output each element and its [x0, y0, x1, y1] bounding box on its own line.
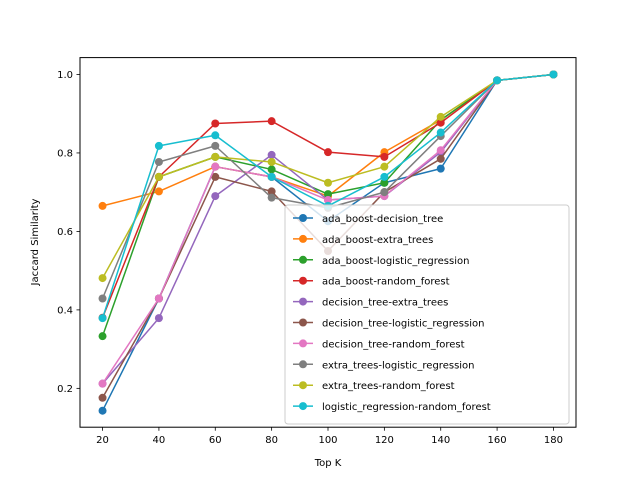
legend-label: decision_tree-extra_trees	[322, 298, 448, 309]
x-tick-label: 40	[153, 435, 166, 446]
data-point	[380, 162, 389, 171]
x-tick-label: 140	[431, 435, 450, 446]
x-tick-label: 160	[488, 435, 507, 446]
data-point	[380, 172, 389, 181]
legend-item: decision_tree-random_forest	[293, 339, 465, 350]
legend-label: ada_boost-decision_tree	[322, 214, 443, 225]
data-point	[267, 150, 276, 159]
data-point	[211, 172, 220, 181]
y-tick-label: 1.0	[57, 70, 73, 81]
data-point	[436, 118, 445, 127]
legend-marker	[299, 234, 307, 243]
legend-item: decision_tree-logistic_regression	[293, 318, 484, 330]
data-point	[380, 178, 389, 187]
data-point	[436, 128, 445, 137]
legend-label: logistic_regression-random_forest	[322, 402, 491, 413]
data-point	[267, 187, 276, 196]
data-point	[154, 141, 163, 150]
y-tick-label: 0.6	[57, 227, 73, 238]
legend-marker	[299, 318, 307, 327]
data-point	[98, 294, 107, 303]
legend-label: decision_tree-logistic_regression	[322, 319, 484, 330]
legend-marker	[299, 214, 307, 222]
data-point	[324, 178, 332, 187]
series-layer	[98, 70, 558, 415]
legend-label: extra_trees-logistic_regression	[322, 360, 475, 371]
legend-marker	[299, 255, 307, 264]
data-point	[211, 192, 220, 201]
legend-marker	[299, 360, 307, 369]
legend-item: extra_trees-logistic_regression	[293, 360, 475, 371]
data-point	[493, 76, 502, 85]
legend-item: extra_trees-random_forest	[293, 381, 455, 392]
data-point	[154, 172, 163, 181]
legend-item: ada_boost-extra_trees	[293, 234, 433, 246]
data-point	[98, 274, 107, 283]
y-tick-label: 0.8	[57, 148, 73, 159]
x-axis: 20 40 60 80 100 120 140 160 180	[96, 427, 563, 446]
data-point	[98, 393, 107, 402]
legend-marker	[299, 297, 307, 306]
y-tick-label: 0.2	[57, 384, 73, 395]
data-point	[98, 406, 107, 415]
data-point	[211, 152, 220, 161]
legend-marker	[299, 381, 307, 390]
legend-item: ada_boost-logistic_regression	[293, 255, 469, 267]
legend-item: logistic_regression-random_forest	[293, 402, 491, 413]
data-point	[98, 314, 107, 323]
data-point	[154, 314, 163, 323]
data-point	[324, 196, 332, 205]
data-point	[154, 187, 163, 196]
legend-marker	[299, 339, 307, 348]
y-tick-label: 0.4	[57, 305, 73, 316]
x-tick-label: 80	[265, 435, 278, 446]
legend-label: ada_boost-logistic_regression	[322, 256, 469, 267]
data-point	[211, 162, 220, 171]
data-point	[267, 165, 276, 174]
x-tick-label: 120	[375, 435, 394, 446]
legend-item: ada_boost-decision_tree	[293, 214, 443, 225]
series-logistic_regression-random_forest	[98, 70, 558, 323]
data-point	[267, 117, 276, 126]
data-point	[267, 172, 276, 181]
legend-label: ada_boost-extra_trees	[322, 235, 433, 246]
data-point	[211, 141, 220, 150]
data-point	[211, 131, 220, 140]
legend-label: extra_trees-random_forest	[322, 381, 455, 392]
data-point	[98, 379, 107, 388]
x-axis-label: Top K	[314, 458, 342, 469]
legend-item: decision_tree-extra_trees	[293, 297, 448, 309]
x-tick-label: 180	[544, 435, 563, 446]
data-point	[380, 152, 389, 161]
y-axis: 0.2 0.4 0.6 0.8 1.0	[57, 70, 80, 395]
data-point	[267, 157, 276, 166]
y-axis-label: Jaccard Similarity	[30, 198, 41, 286]
data-point	[98, 201, 107, 210]
data-point	[436, 154, 445, 163]
data-point	[154, 294, 163, 303]
x-tick-label: 60	[209, 435, 222, 446]
x-tick-label: 100	[318, 435, 337, 446]
legend-label: decision_tree-random_forest	[322, 339, 465, 350]
data-point	[267, 193, 276, 202]
legend-box	[284, 204, 570, 425]
data-point	[154, 157, 163, 166]
legend-label: ada_boost-random_forest	[322, 277, 450, 288]
axes-frame	[79, 57, 577, 428]
data-point	[436, 164, 445, 173]
data-point	[98, 332, 107, 341]
x-tick-label: 20	[96, 435, 109, 446]
legend-item: ada_boost-random_forest	[293, 276, 450, 288]
data-point	[324, 148, 332, 157]
data-point	[549, 70, 558, 79]
legend: ada_boost-decision_tree ada_boost-extra_t…	[284, 204, 570, 425]
data-point	[211, 119, 220, 128]
data-point	[324, 190, 332, 199]
legend-marker	[299, 402, 307, 411]
data-point	[436, 146, 445, 155]
data-point	[436, 112, 445, 121]
legend-marker	[299, 276, 307, 285]
data-point	[380, 188, 389, 197]
